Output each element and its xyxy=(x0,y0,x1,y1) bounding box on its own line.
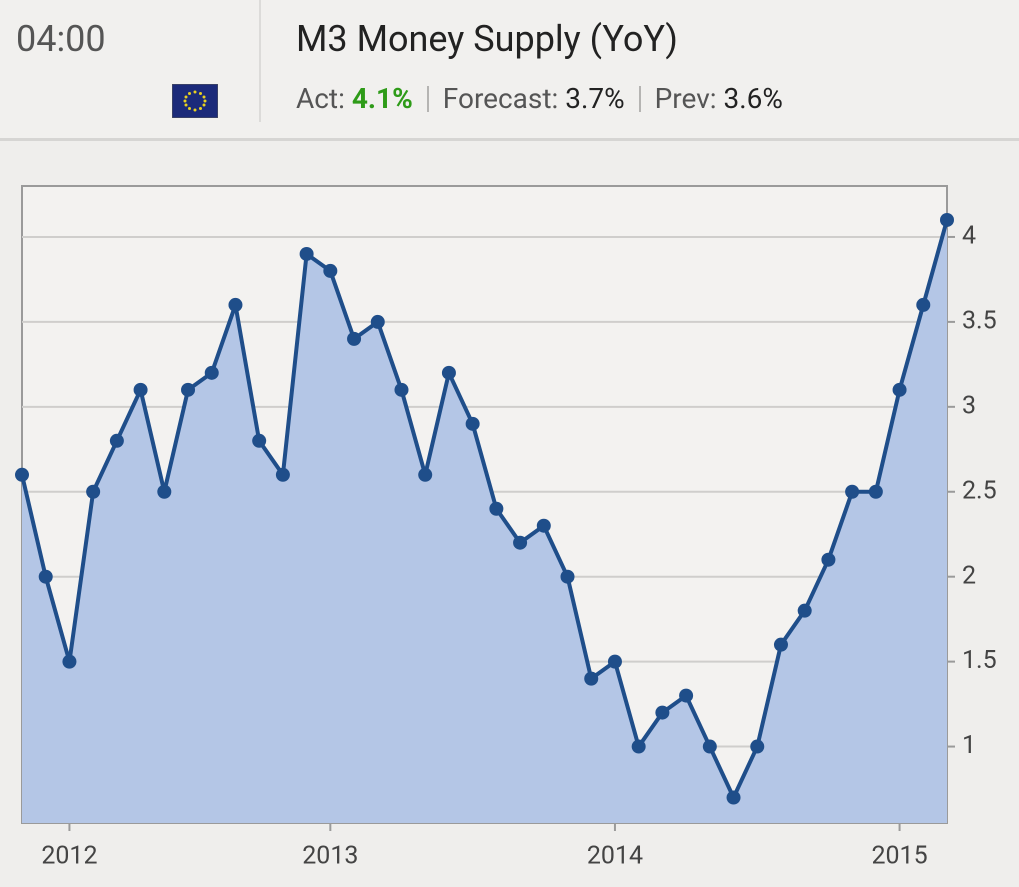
point xyxy=(441,365,456,380)
event-header: 04:00 M3 Money Supply (YoY) Act: 4.1% Fo… xyxy=(0,0,1019,141)
point xyxy=(536,518,551,533)
point xyxy=(607,654,622,669)
point xyxy=(228,297,243,312)
act-label: Act: xyxy=(296,82,345,115)
point xyxy=(252,433,267,448)
event-time: 04:00 xyxy=(16,18,106,60)
point xyxy=(347,331,362,346)
point xyxy=(157,484,172,499)
point xyxy=(418,467,433,482)
point xyxy=(323,263,338,278)
line xyxy=(20,219,949,800)
y-tick-label: 4 xyxy=(962,222,976,251)
point xyxy=(584,671,599,686)
point xyxy=(465,416,480,431)
point xyxy=(845,484,860,499)
point xyxy=(299,246,314,261)
point xyxy=(86,484,101,499)
point xyxy=(204,365,219,380)
point xyxy=(655,705,670,720)
event-title: M3 Money Supply (YoY) xyxy=(296,18,678,60)
y-tick-label: 2 xyxy=(962,561,976,590)
point xyxy=(773,637,788,652)
point xyxy=(797,603,812,618)
point xyxy=(868,484,883,499)
point xyxy=(133,382,148,397)
x-tick-label: 2012 xyxy=(41,842,97,871)
point xyxy=(940,212,954,227)
x-tick-label: 2014 xyxy=(587,842,643,871)
x-tick-label: 2013 xyxy=(302,842,358,871)
point xyxy=(631,739,646,754)
separator xyxy=(638,85,641,112)
divider xyxy=(259,0,261,122)
y-tick-label: 3.5 xyxy=(962,307,997,336)
point xyxy=(916,297,931,312)
point xyxy=(38,569,53,584)
area xyxy=(22,219,947,823)
event-stats: Act: 4.1% Forecast: 3.7% Prev: 3.6% xyxy=(296,82,783,115)
point xyxy=(109,433,124,448)
point xyxy=(679,688,694,703)
point xyxy=(275,467,290,482)
point xyxy=(394,382,409,397)
x-tick-label: 2015 xyxy=(871,842,927,871)
forecast-value: 3.7% xyxy=(565,82,625,115)
forecast-label: Forecast: xyxy=(442,82,559,115)
point xyxy=(702,739,717,754)
y-tick-label: 1 xyxy=(962,731,976,760)
separator xyxy=(426,85,429,112)
point xyxy=(726,790,741,805)
point xyxy=(62,654,77,669)
point xyxy=(489,501,504,516)
eu-flag xyxy=(172,84,218,118)
point xyxy=(513,535,528,550)
prev-label: Prev: xyxy=(654,82,717,115)
point xyxy=(560,569,575,584)
point xyxy=(370,314,385,329)
y-tick-label: 2.5 xyxy=(962,476,997,505)
point xyxy=(750,739,765,754)
point xyxy=(15,467,29,482)
prev-value: 3.6% xyxy=(723,82,783,115)
point xyxy=(892,382,907,397)
point xyxy=(821,552,836,567)
point xyxy=(181,382,196,397)
y-tick-label: 3 xyxy=(962,391,976,420)
y-tick-label: 1.5 xyxy=(962,646,997,675)
act-value: 4.1% xyxy=(351,82,413,115)
